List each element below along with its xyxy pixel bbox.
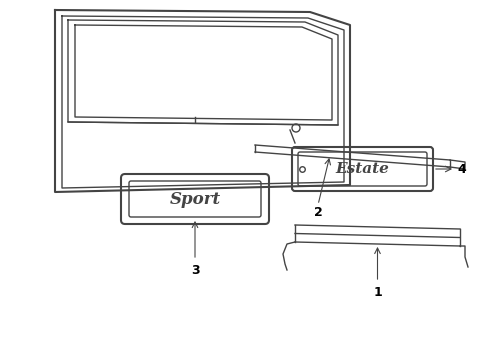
Text: Sport: Sport	[170, 190, 220, 207]
Text: 2: 2	[314, 206, 322, 219]
FancyBboxPatch shape	[129, 181, 261, 217]
Text: 4: 4	[458, 162, 466, 176]
Text: Estate: Estate	[336, 162, 390, 176]
FancyBboxPatch shape	[298, 152, 427, 186]
Text: 1: 1	[373, 285, 382, 298]
Text: 3: 3	[191, 264, 199, 276]
FancyBboxPatch shape	[121, 174, 269, 224]
FancyBboxPatch shape	[292, 147, 433, 191]
